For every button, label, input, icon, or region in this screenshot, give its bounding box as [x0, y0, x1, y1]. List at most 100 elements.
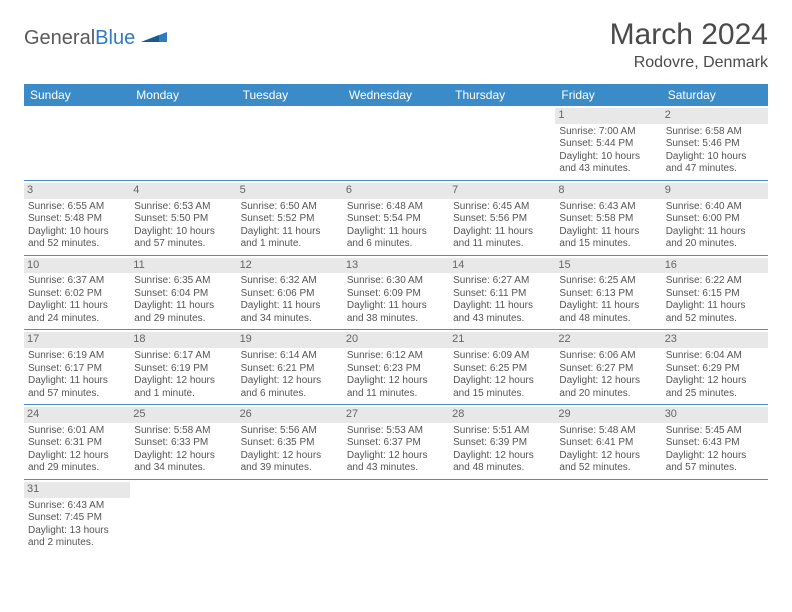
month-title: March 2024: [610, 18, 768, 52]
day-number: 2: [662, 108, 768, 124]
d1-text: Daylight: 12 hours: [453, 375, 551, 388]
sunrise-text: Sunrise: 6:43 AM: [28, 500, 126, 513]
calendar-cell: 26Sunrise: 5:56 AMSunset: 6:35 PMDayligh…: [237, 405, 343, 480]
d2-text: and 2 minutes.: [28, 537, 126, 550]
sunrise-text: Sunrise: 6:04 AM: [666, 350, 764, 363]
day-number: 24: [24, 407, 130, 423]
d2-text: and 43 minutes.: [559, 163, 657, 176]
calendar-cell: 22Sunrise: 6:06 AMSunset: 6:27 PMDayligh…: [555, 330, 661, 405]
calendar-cell: 13Sunrise: 6:30 AMSunset: 6:09 PMDayligh…: [343, 255, 449, 330]
calendar-cell: 12Sunrise: 6:32 AMSunset: 6:06 PMDayligh…: [237, 255, 343, 330]
logo: GeneralBlue: [24, 26, 167, 51]
sunrise-text: Sunrise: 5:45 AM: [666, 425, 764, 438]
d2-text: and 52 minutes.: [559, 462, 657, 475]
day-number: 30: [662, 407, 768, 423]
d1-text: Daylight: 11 hours: [28, 300, 126, 313]
d2-text: and 29 minutes.: [28, 462, 126, 475]
sunset-text: Sunset: 6:39 PM: [453, 437, 551, 450]
sunset-text: Sunset: 6:25 PM: [453, 363, 551, 376]
calendar-cell: 31Sunrise: 6:43 AMSunset: 7:45 PMDayligh…: [24, 479, 130, 553]
sunset-text: Sunset: 6:19 PM: [134, 363, 232, 376]
calendar-cell: [237, 479, 343, 553]
d2-text: and 1 minute.: [134, 388, 232, 401]
d2-text: and 34 minutes.: [134, 462, 232, 475]
calendar-cell: [662, 479, 768, 553]
sunset-text: Sunset: 5:56 PM: [453, 213, 551, 226]
d2-text: and 15 minutes.: [453, 388, 551, 401]
d1-text: Daylight: 12 hours: [241, 450, 339, 463]
d1-text: Daylight: 12 hours: [666, 450, 764, 463]
sunset-text: Sunset: 6:37 PM: [347, 437, 445, 450]
d2-text: and 48 minutes.: [559, 313, 657, 326]
sunset-text: Sunset: 5:46 PM: [666, 138, 764, 151]
sunrise-text: Sunrise: 6:53 AM: [134, 201, 232, 214]
sunrise-text: Sunrise: 6:40 AM: [666, 201, 764, 214]
calendar-cell: 4Sunrise: 6:53 AMSunset: 5:50 PMDaylight…: [130, 180, 236, 255]
calendar-cell: [343, 106, 449, 180]
sunset-text: Sunset: 6:35 PM: [241, 437, 339, 450]
d2-text: and 47 minutes.: [666, 163, 764, 176]
sunrise-text: Sunrise: 6:45 AM: [453, 201, 551, 214]
d1-text: Daylight: 12 hours: [28, 450, 126, 463]
day-header: Wednesday: [343, 84, 449, 106]
sunrise-text: Sunrise: 6:25 AM: [559, 275, 657, 288]
d1-text: Daylight: 12 hours: [666, 375, 764, 388]
sunset-text: Sunset: 6:21 PM: [241, 363, 339, 376]
sunset-text: Sunset: 5:48 PM: [28, 213, 126, 226]
sunset-text: Sunset: 6:31 PM: [28, 437, 126, 450]
sunset-text: Sunset: 5:50 PM: [134, 213, 232, 226]
d2-text: and 24 minutes.: [28, 313, 126, 326]
day-number: 15: [555, 258, 661, 274]
day-number: 11: [130, 258, 236, 274]
day-number: 10: [24, 258, 130, 274]
d2-text: and 20 minutes.: [666, 238, 764, 251]
d2-text: and 52 minutes.: [28, 238, 126, 251]
d2-text: and 57 minutes.: [28, 388, 126, 401]
calendar-row: 1Sunrise: 7:00 AMSunset: 5:44 PMDaylight…: [24, 106, 768, 180]
sunrise-text: Sunrise: 6:30 AM: [347, 275, 445, 288]
calendar-cell: 30Sunrise: 5:45 AMSunset: 6:43 PMDayligh…: [662, 405, 768, 480]
calendar-cell: 6Sunrise: 6:48 AMSunset: 5:54 PMDaylight…: [343, 180, 449, 255]
day-number: 16: [662, 258, 768, 274]
sunrise-text: Sunrise: 6:37 AM: [28, 275, 126, 288]
day-number: 7: [449, 183, 555, 199]
day-number: 9: [662, 183, 768, 199]
d2-text: and 6 minutes.: [241, 388, 339, 401]
calendar-cell: 11Sunrise: 6:35 AMSunset: 6:04 PMDayligh…: [130, 255, 236, 330]
d1-text: Daylight: 11 hours: [134, 300, 232, 313]
sunrise-text: Sunrise: 6:27 AM: [453, 275, 551, 288]
calendar-cell: [343, 479, 449, 553]
calendar-cell: 9Sunrise: 6:40 AMSunset: 6:00 PMDaylight…: [662, 180, 768, 255]
sunrise-text: Sunrise: 6:58 AM: [666, 126, 764, 139]
day-number: 1: [555, 108, 661, 124]
sunrise-text: Sunrise: 6:17 AM: [134, 350, 232, 363]
calendar-cell: 21Sunrise: 6:09 AMSunset: 6:25 PMDayligh…: [449, 330, 555, 405]
calendar-cell: 19Sunrise: 6:14 AMSunset: 6:21 PMDayligh…: [237, 330, 343, 405]
d1-text: Daylight: 11 hours: [559, 300, 657, 313]
calendar-row: 3Sunrise: 6:55 AMSunset: 5:48 PMDaylight…: [24, 180, 768, 255]
sunset-text: Sunset: 6:29 PM: [666, 363, 764, 376]
calendar-cell: 16Sunrise: 6:22 AMSunset: 6:15 PMDayligh…: [662, 255, 768, 330]
d1-text: Daylight: 11 hours: [28, 375, 126, 388]
sunrise-text: Sunrise: 6:19 AM: [28, 350, 126, 363]
day-header: Friday: [555, 84, 661, 106]
day-header: Thursday: [449, 84, 555, 106]
d2-text: and 39 minutes.: [241, 462, 339, 475]
calendar-cell: 17Sunrise: 6:19 AMSunset: 6:17 PMDayligh…: [24, 330, 130, 405]
d1-text: Daylight: 11 hours: [241, 226, 339, 239]
day-number: 27: [343, 407, 449, 423]
d1-text: Daylight: 11 hours: [347, 226, 445, 239]
calendar-cell: 20Sunrise: 6:12 AMSunset: 6:23 PMDayligh…: [343, 330, 449, 405]
sunrise-text: Sunrise: 5:56 AM: [241, 425, 339, 438]
d2-text: and 11 minutes.: [347, 388, 445, 401]
d2-text: and 15 minutes.: [559, 238, 657, 251]
day-header: Sunday: [24, 84, 130, 106]
calendar-cell: 8Sunrise: 6:43 AMSunset: 5:58 PMDaylight…: [555, 180, 661, 255]
sunset-text: Sunset: 5:52 PM: [241, 213, 339, 226]
d2-text: and 29 minutes.: [134, 313, 232, 326]
sunrise-text: Sunrise: 6:55 AM: [28, 201, 126, 214]
calendar-row: 24Sunrise: 6:01 AMSunset: 6:31 PMDayligh…: [24, 405, 768, 480]
d2-text: and 48 minutes.: [453, 462, 551, 475]
d1-text: Daylight: 10 hours: [559, 151, 657, 164]
day-number: 6: [343, 183, 449, 199]
